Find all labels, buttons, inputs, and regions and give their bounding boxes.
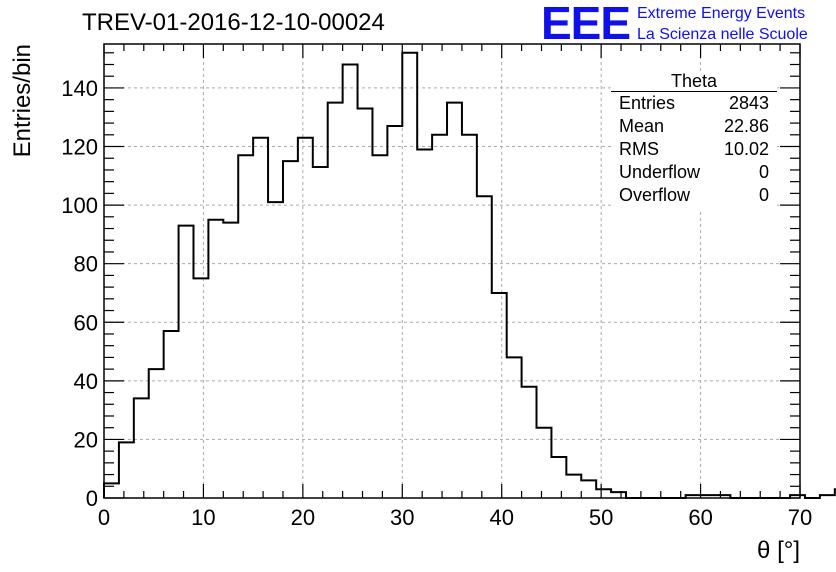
histogram-bin	[566, 475, 581, 498]
histogram-bin	[179, 226, 194, 498]
histogram-bin	[253, 138, 268, 498]
histogram-bin	[193, 278, 208, 498]
stats-row-entries: Entries 2843	[619, 92, 769, 115]
y-tick-label: 120	[61, 135, 98, 160]
stats-value: 0	[758, 185, 769, 205]
stats-title: Theta	[611, 71, 777, 92]
histogram-bin	[477, 196, 492, 498]
stats-label: Mean	[619, 116, 665, 136]
stats-box: Theta Entries 2843 Mean 22.86 RMS 10.02 …	[611, 71, 777, 211]
plot-title: TREV-01-2016-12-10-00024	[82, 9, 385, 36]
histogram-bin	[507, 357, 522, 498]
histogram-bin	[581, 480, 596, 498]
brand-line-2: La Scienza nelle Scuole	[637, 26, 808, 43]
x-tick-labels: 0 10 20 30 40 50 60 70	[98, 505, 812, 530]
x-tick-label: 10	[191, 505, 215, 530]
y-tick-label: 140	[61, 76, 98, 101]
histogram-bin	[522, 387, 537, 498]
brand-line-1: Extreme Energy Events	[637, 5, 806, 22]
histogram-bin	[164, 331, 179, 498]
histogram-bin	[432, 135, 447, 498]
histogram-bin	[402, 53, 417, 498]
stats-value: 2843	[728, 93, 769, 113]
x-tick-label: 0	[98, 505, 110, 530]
histogram-bin	[417, 149, 432, 498]
histogram-bin	[283, 161, 298, 498]
histogram-bin	[268, 202, 283, 498]
histogram-bin	[343, 65, 358, 498]
histogram-bin	[298, 138, 313, 498]
y-tick-label: 60	[74, 310, 98, 335]
histogram-bin	[372, 155, 387, 498]
plot-frame	[103, 43, 801, 499]
histogram-bin	[119, 442, 134, 498]
histogram-bin	[149, 369, 164, 498]
histogram-bin	[104, 483, 119, 498]
histogram-bin	[551, 457, 566, 498]
stats-row-underflow: Underflow 0	[619, 161, 769, 184]
y-axis-label: Entries/bin	[9, 44, 36, 157]
histogram-bin	[492, 293, 507, 498]
stats-label: Entries	[619, 93, 676, 113]
histogram-bin	[537, 428, 552, 498]
stats-value: 22.86	[723, 116, 769, 136]
y-tick-labels: 0 20 40 60 80 100 120 140	[61, 76, 98, 511]
x-tick-label: 40	[489, 505, 513, 530]
y-tick-label: 100	[61, 193, 98, 218]
y-tick-label: 0	[86, 486, 98, 511]
histogram-bin	[208, 220, 223, 498]
histogram-bin	[238, 155, 253, 498]
histogram-bin	[447, 103, 462, 498]
y-tick-label: 20	[74, 427, 98, 452]
x-tick-label: 70	[788, 505, 812, 530]
stats-row-rms: RMS 10.02	[619, 138, 769, 161]
eee-logo-mark: EEE	[541, 0, 631, 49]
stats-row-mean: Mean 22.86	[619, 115, 769, 138]
axis-ticks	[103, 44, 801, 499]
histogram-bin	[328, 103, 343, 498]
x-tick-label: 20	[291, 505, 315, 530]
histogram-bin	[387, 126, 402, 498]
histogram-bin	[596, 489, 611, 498]
grid-lines	[104, 44, 800, 498]
x-axis-label: θ [°]	[757, 537, 800, 564]
x-tick-label: 30	[390, 505, 414, 530]
histogram-bin	[313, 167, 328, 498]
stats-label: Underflow	[619, 162, 701, 182]
x-tick-label: 50	[589, 505, 613, 530]
x-tick-label: 60	[688, 505, 712, 530]
stats-label: RMS	[619, 139, 659, 159]
stats-value: 10.02	[723, 139, 769, 159]
y-tick-label: 80	[74, 252, 98, 277]
stats-label: Overflow	[619, 185, 691, 205]
eee-logo: EEE Extreme Energy Events La Scienza nel…	[541, 0, 831, 49]
histogram-bin	[462, 135, 477, 498]
stats-row-overflow: Overflow 0	[619, 184, 769, 207]
y-tick-label: 40	[74, 369, 98, 394]
stats-value: 0	[758, 162, 769, 182]
histogram-bin	[134, 398, 149, 498]
